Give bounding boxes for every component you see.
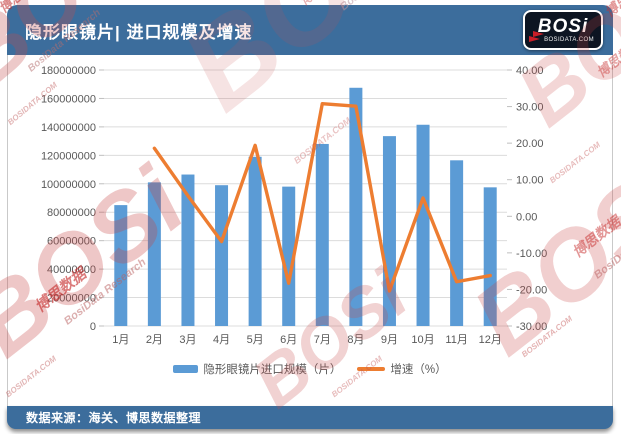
left-axis-label: 120000000 [41,150,96,162]
x-axis-label: 10月 [411,334,434,346]
logo-brand-text: BOSi [537,16,589,37]
chart-area: 0 20000000 40000000 60000000 80000000 1000000… [7,55,613,406]
bar-10月 [416,124,430,326]
legend-item-growth: 增速（%） [357,361,447,377]
right-axis-label: 30.00 [516,102,544,114]
chart-legend: 隐形眼镜片进口规模（片） 增速（%） [8,361,612,377]
left-axis-label: 180000000 [41,65,96,77]
bar-9月 [382,136,396,326]
right-axis-label: 0.00 [516,211,537,223]
logo-site-text: BOSIDATA.COM [544,37,594,43]
right-axis-label: 40.00 [516,65,544,77]
left-axis-label: 160000000 [41,93,96,105]
header-bar: 隐形眼镜片| 进口规模及增速 BOSi BOSIDATA.COM [7,5,613,55]
left-axis-label: 40000000 [47,264,96,276]
x-axis-label: 3月 [179,334,196,346]
x-axis-label: 7月 [314,334,331,346]
data-source-text: 数据来源：海关、博思数据整理 [26,411,202,425]
left-axis-label: 60000000 [47,236,96,248]
x-axis-label: 1月 [112,334,129,346]
growth-line [152,101,492,293]
legend-label: 隐形眼镜片进口规模（片） [203,364,342,376]
bar-5月 [248,156,262,326]
logo-red-flag-icon [529,36,540,42]
bosi-logo: BOSi BOSIDATA.COM [523,10,603,50]
left-axis-label: 20000000 [47,293,96,305]
left-axis-label: 0 [90,321,96,333]
combo-chart: 0 20000000 40000000 60000000 80000000 1000000… [41,65,547,346]
bar-7月 [315,143,329,326]
left-axis-label: 80000000 [47,207,96,219]
logo-red-flag-icon [533,31,544,37]
bar-11月 [450,160,464,326]
x-axis-label: 2月 [146,334,163,346]
right-axis-label: -20.00 [516,284,547,296]
bar-4月 [215,185,229,326]
footer-bar: 数据来源：海关、博思数据整理 [7,406,613,429]
page-title: 隐形眼镜片| 进口规模及增速 [25,22,253,42]
x-axis-label: 8月 [347,334,364,346]
x-axis-label: 11月 [445,334,467,346]
left-axis-label: 140000000 [41,122,96,134]
x-axis-label: 5月 [247,334,264,346]
x-axis-label: 6月 [280,334,297,346]
right-axis-label: 20.00 [516,138,544,150]
legend-line-swatch-icon [357,367,386,371]
bar-1月 [114,205,128,326]
chart-card: 隐形眼镜片| 进口规模及增速 BOSi BOSIDATA.COM 0 200000… [7,5,613,429]
bar-2月 [147,182,161,326]
right-axis-label: 10.00 [516,175,544,187]
right-axis-label: -30.00 [516,321,547,333]
legend-item-import-scale: 隐形眼镜片进口规模（片） [173,361,341,377]
legend-label: 增速（%） [390,364,447,376]
bar-3月 [181,174,195,326]
x-axis-label: 9月 [381,334,398,346]
x-axis-label: 4月 [213,334,230,346]
bar-8月 [349,87,363,327]
bar-12月 [483,187,497,326]
bar-6月 [282,186,296,326]
left-axis-label: 100000000 [41,179,96,191]
right-axis-label: -10.00 [516,248,547,260]
legend-bar-swatch-icon [173,365,199,373]
x-axis-label: 12月 [479,334,502,346]
